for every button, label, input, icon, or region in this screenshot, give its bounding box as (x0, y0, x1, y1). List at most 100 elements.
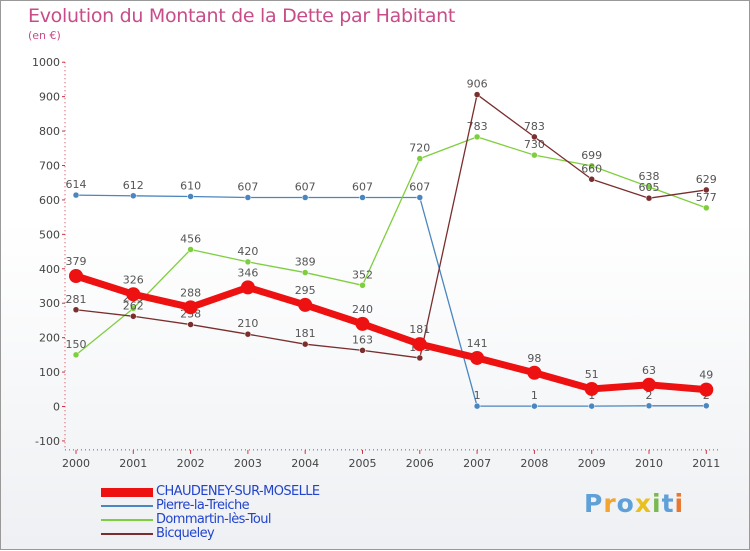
x-tick-label: 2000 (62, 457, 90, 470)
data-label: 906 (467, 78, 488, 91)
data-point (588, 402, 595, 410)
logo-letter: P (584, 489, 604, 518)
legend-swatch (101, 533, 153, 535)
data-point (298, 297, 313, 312)
data-point (588, 162, 595, 170)
data-label: 607 (352, 181, 373, 194)
data-point (531, 402, 538, 410)
data-label: 610 (180, 179, 201, 192)
data-point (645, 183, 653, 191)
legend-swatch (101, 505, 153, 507)
legend-label: Dommartin-lès-Toul (156, 512, 271, 527)
data-label: 783 (524, 120, 545, 133)
data-label: 612 (123, 179, 144, 192)
data-point (359, 282, 366, 289)
data-point (470, 350, 485, 365)
y-tick-label: 400 (39, 263, 60, 276)
logo-letter: t (661, 489, 675, 518)
data-label: 281 (66, 293, 87, 306)
data-point (416, 155, 424, 162)
data-label: 240 (352, 303, 373, 316)
logo-letter: x (634, 489, 652, 518)
data-label: 288 (180, 286, 201, 299)
data-label: 49 (699, 369, 713, 382)
data-label: 346 (237, 266, 258, 279)
data-point (416, 194, 424, 201)
data-label: 63 (642, 364, 656, 377)
y-tick-label: 1000 (32, 56, 60, 69)
legend-label: CHAUDENEY-SUR-MOSELLE (156, 484, 320, 499)
data-point (126, 287, 141, 302)
data-label: 638 (639, 170, 660, 183)
y-tick-label: 100 (39, 366, 60, 379)
data-point (642, 377, 656, 392)
series-line (74, 272, 707, 394)
data-label: 614 (66, 178, 87, 191)
data-label: 699 (581, 149, 602, 162)
data-label: 141 (467, 337, 488, 350)
data-point (130, 192, 137, 200)
legend-label: Bicqueley (156, 526, 215, 541)
y-tick-label: 800 (39, 125, 60, 138)
data-point (244, 330, 252, 338)
data-point (703, 204, 710, 212)
logo-letter: i (652, 489, 662, 518)
data-point (645, 402, 653, 410)
logo-letter: i (674, 489, 685, 518)
data-label: 2 (646, 389, 653, 402)
data-point (645, 194, 653, 202)
y-tick-label: 700 (39, 159, 60, 172)
series-line (75, 136, 707, 356)
y-tick-label: 0 (53, 401, 60, 414)
data-point (183, 300, 198, 315)
x-tick-label: 2001 (119, 457, 147, 470)
x-tick-label: 2006 (406, 457, 434, 470)
x-tick-label: 2003 (234, 457, 262, 470)
x-tick-label: 2010 (635, 457, 663, 470)
data-point (72, 351, 80, 359)
y-tick-label: 500 (39, 228, 60, 241)
data-point (473, 133, 481, 141)
data-label: 629 (696, 173, 717, 186)
data-point (703, 186, 710, 194)
data-point (301, 340, 309, 348)
data-point (301, 194, 309, 201)
data-label: 420 (237, 245, 258, 258)
data-label: 720 (409, 142, 430, 155)
data-label: 150 (66, 338, 87, 351)
data-point (69, 269, 83, 284)
data-label: 389 (295, 256, 316, 269)
proxiti-logo: Proxiti (584, 489, 684, 518)
data-point (584, 381, 599, 396)
data-label: 51 (585, 368, 599, 381)
data-label: 295 (295, 284, 316, 297)
chart-subtitle: (en €) (28, 29, 61, 42)
data-point (527, 365, 542, 380)
data-point (355, 316, 370, 331)
data-point (531, 151, 538, 159)
y-tick-label: 900 (39, 91, 60, 104)
legend-label: Pierre-la-Treiche (156, 498, 250, 513)
data-label: 379 (66, 255, 87, 268)
logo-letter: r (603, 489, 617, 518)
data-point (130, 305, 137, 312)
x-tick-label: 2004 (291, 457, 319, 470)
x-tick-label: 2008 (520, 457, 548, 470)
data-label: 181 (295, 327, 316, 340)
data-point (72, 191, 80, 199)
x-tick-label: 2005 (349, 457, 377, 470)
y-tick-label: -100 (35, 435, 60, 448)
y-tick-label: 200 (39, 332, 60, 345)
x-tick-label: 2011 (692, 457, 720, 470)
data-label: 98 (527, 352, 541, 365)
data-point (473, 402, 481, 410)
data-point (588, 176, 595, 183)
logo-letter: o (616, 489, 635, 518)
data-point (531, 133, 538, 141)
data-point (244, 258, 252, 266)
data-label: 181 (409, 323, 430, 336)
data-point (72, 306, 80, 314)
data-label: 326 (123, 273, 144, 286)
